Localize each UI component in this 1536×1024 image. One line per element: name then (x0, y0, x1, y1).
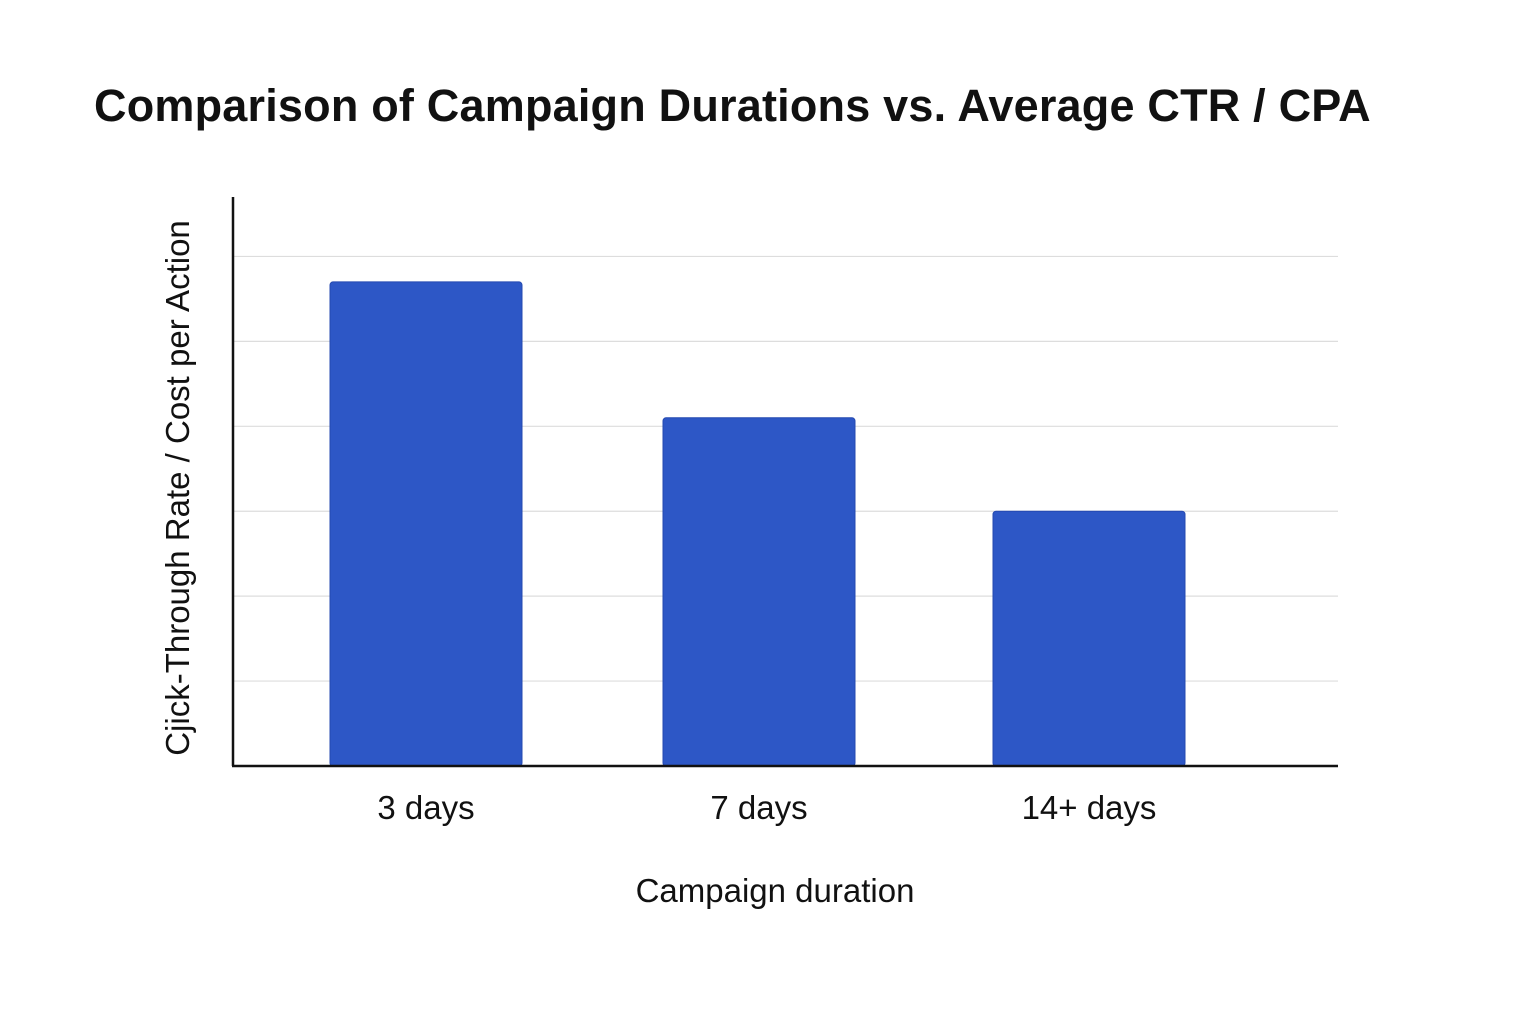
chart-title: Comparison of Campaign Durations vs. Ave… (94, 80, 1371, 131)
bar-7-days (662, 417, 856, 767)
bar-3-days (329, 281, 523, 767)
bar-14-days (992, 510, 1186, 767)
y-axis-title: Cjick-Through Rate / Cost per Action (159, 220, 196, 756)
bars (329, 281, 1186, 767)
x-tick-label: 7 days (710, 789, 807, 826)
x-axis-title: Campaign duration (636, 872, 915, 909)
x-tick-label: 3 days (377, 789, 474, 826)
x-tick-label: 14+ days (1022, 789, 1157, 826)
x-tick-labels: 3 days 7 days 14+ days (377, 789, 1156, 826)
